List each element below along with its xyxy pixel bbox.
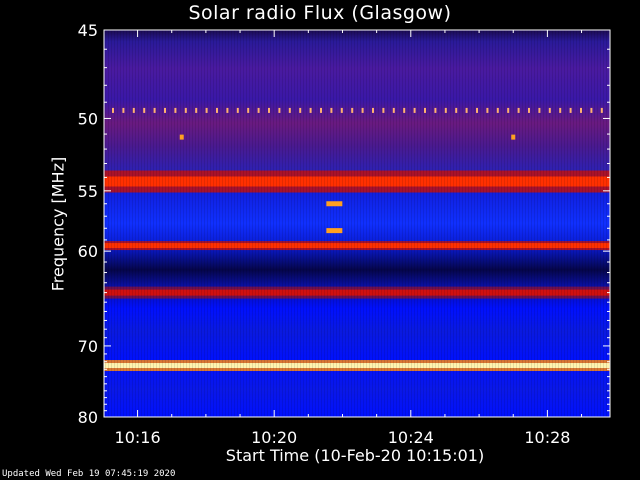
dot-marker-45 bbox=[580, 107, 582, 113]
dot-marker-26 bbox=[382, 107, 385, 113]
dot-marker-10 bbox=[216, 107, 218, 113]
dot-marker-35 bbox=[476, 107, 478, 113]
y-axis-label: Frequency [MHz] bbox=[48, 156, 68, 292]
dot-marker-21 bbox=[330, 107, 333, 113]
dot-marker-27 bbox=[392, 107, 395, 113]
dot-marker-39 bbox=[517, 107, 520, 113]
dot-marker-32 bbox=[444, 107, 447, 113]
dot-marker-14 bbox=[257, 107, 260, 113]
dot-marker-41 bbox=[538, 107, 541, 113]
y-tick-label-70: 70 bbox=[78, 337, 98, 356]
dot-marker-42 bbox=[548, 107, 551, 113]
dot-marker-2 bbox=[132, 107, 135, 113]
burst-2 bbox=[326, 228, 343, 234]
plot-frame bbox=[103, 29, 611, 418]
dot-marker-12 bbox=[236, 107, 239, 113]
dot-marker-9 bbox=[205, 107, 208, 113]
dot-marker-4 bbox=[153, 107, 156, 113]
dot-marker-44 bbox=[569, 107, 572, 113]
dot-marker-36 bbox=[486, 107, 489, 113]
dot-marker-25 bbox=[372, 107, 374, 113]
y-tick-label-60: 60 bbox=[78, 242, 98, 261]
updated-timestamp: Updated Wed Feb 19 07:45:19 2020 bbox=[2, 469, 176, 479]
dot-marker-5 bbox=[164, 107, 166, 113]
burst-3 bbox=[511, 134, 516, 140]
dot-marker-11 bbox=[226, 107, 229, 113]
y-tick-label-45: 45 bbox=[78, 21, 98, 40]
x-tick-label-1020: 10:20 bbox=[251, 428, 297, 447]
dot-marker-19 bbox=[309, 107, 312, 113]
dot-marker-18 bbox=[299, 107, 302, 113]
spectrogram-texture bbox=[104, 30, 610, 417]
dot-marker-22 bbox=[340, 107, 343, 113]
dot-marker-40 bbox=[528, 107, 530, 113]
burst-0 bbox=[179, 134, 184, 140]
dot-marker-24 bbox=[361, 107, 364, 113]
dot-marker-16 bbox=[278, 107, 281, 113]
dot-marker-7 bbox=[184, 107, 187, 113]
dot-marker-31 bbox=[434, 107, 437, 113]
chart-title: Solar radio Flux (Glasgow) bbox=[188, 2, 452, 24]
dot-marker-13 bbox=[247, 107, 250, 113]
dot-marker-46 bbox=[590, 107, 593, 113]
dot-marker-47 bbox=[600, 107, 603, 113]
y-tick-label-55: 55 bbox=[78, 182, 98, 201]
x-tick-label-1028: 10:28 bbox=[524, 428, 570, 447]
dot-marker-43 bbox=[559, 107, 562, 113]
dot-marker-34 bbox=[465, 107, 468, 113]
axis-layer: 45 50 55 60 70 80 10:16 10:20 10:24 10:28 bbox=[78, 21, 611, 447]
dot-marker-23 bbox=[351, 107, 354, 113]
x-axis-label: Start Time (10-Feb-20 10:15:01) bbox=[225, 446, 485, 465]
dot-marker-29 bbox=[413, 107, 416, 113]
burst-layer bbox=[179, 134, 516, 234]
y-tick-label-80: 80 bbox=[78, 408, 98, 427]
dot-marker-8 bbox=[195, 107, 198, 113]
dot-marker-37 bbox=[496, 107, 499, 113]
dot-marker-30 bbox=[424, 107, 426, 113]
x-tick-label-1024: 10:24 bbox=[388, 428, 434, 447]
dot-marker-17 bbox=[288, 107, 291, 113]
dot-marker-20 bbox=[320, 107, 322, 113]
dot-marker-3 bbox=[143, 107, 146, 113]
dot-layer bbox=[112, 107, 603, 113]
x-tick-label-1016: 10:16 bbox=[115, 428, 161, 447]
burst-1 bbox=[326, 201, 343, 207]
dot-marker-15 bbox=[268, 107, 270, 113]
dot-marker-6 bbox=[174, 107, 177, 113]
dot-marker-1 bbox=[122, 107, 125, 113]
dot-marker-28 bbox=[403, 107, 406, 113]
dot-marker-0 bbox=[112, 107, 114, 113]
dot-marker-38 bbox=[507, 107, 510, 113]
y-tick-label-50: 50 bbox=[78, 109, 98, 128]
dot-marker-33 bbox=[455, 107, 458, 113]
